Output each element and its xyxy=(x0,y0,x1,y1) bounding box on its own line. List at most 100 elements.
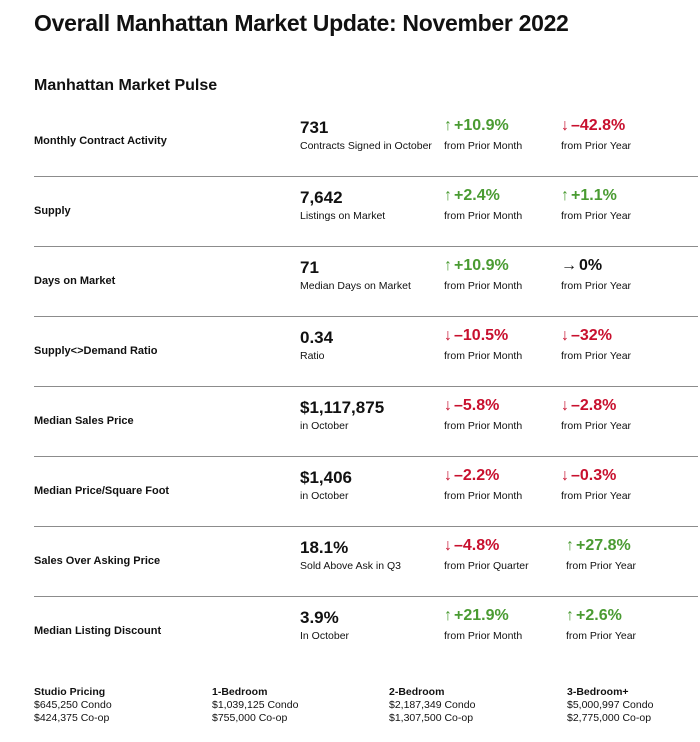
change-caption: from Prior Year xyxy=(561,350,632,362)
change-caption: from Prior Quarter xyxy=(444,560,529,572)
arrow-right-icon: → xyxy=(561,257,577,274)
pricing-2-bedroom: 2-Bedroom $2,187,349 Condo $1,307,500 Co-o… xyxy=(389,686,475,725)
metric-row-supply-demand-ratio: Supply<>Demand Ratio 0.34 Ratio ↓ –10.5% from… xyxy=(34,316,698,387)
change-percent: –5.8% xyxy=(454,397,500,414)
change-percent: –10.5% xyxy=(454,327,509,344)
metric-row-days-on-market: Days on Market 71 Median Days on Market ↑ +1… xyxy=(34,246,698,317)
coop-price: $424,375 Co-op xyxy=(34,712,110,724)
change-value: ↓ –2.2% xyxy=(444,467,499,485)
change-percent: –0.3% xyxy=(571,467,617,484)
arrow-down-icon: ↓ xyxy=(444,327,452,344)
pricing-heading: 3-Bedroom+ xyxy=(567,686,629,698)
arrow-down-icon: ↓ xyxy=(444,397,452,414)
metric-row-sales-over-asking-price: Sales Over Asking Price 18.1% Sold Above A… xyxy=(34,526,698,597)
change-percent: 0% xyxy=(579,257,603,274)
change-percent: –2.2% xyxy=(454,467,500,484)
metric-caption: in October xyxy=(300,490,349,502)
change-caption: from Prior Year xyxy=(561,280,632,292)
section-title: Manhattan Market Pulse xyxy=(34,77,218,94)
metric-caption: in October xyxy=(300,420,349,432)
change-value: ↓ –0.3% xyxy=(561,467,616,485)
change-value: ↑ +10.9% xyxy=(444,257,509,275)
metric-value: 18.1% xyxy=(300,538,349,557)
arrow-down-icon: ↓ xyxy=(561,397,569,414)
condo-price: $5,000,997 Condo xyxy=(567,699,654,711)
metric-label: Sales Over Asking Price xyxy=(34,555,161,567)
coop-price: $2,775,000 Co-op xyxy=(567,712,652,724)
arrow-up-icon: ↑ xyxy=(444,117,452,134)
metric-caption: Ratio xyxy=(300,350,325,362)
metric-label: Supply<>Demand Ratio xyxy=(34,345,158,357)
page-title: Overall Manhattan Market Update: Novembe… xyxy=(34,10,569,36)
change-percent: +2.6% xyxy=(576,607,622,624)
metric-row-monthly-contract-activity: Monthly Contract Activity 731 Contracts Si… xyxy=(34,106,698,177)
metric-label: Days on Market xyxy=(34,275,116,287)
metric-row-median-price-square-foot: Median Price/Square Foot $1,406 in October… xyxy=(34,456,698,527)
arrow-up-icon: ↑ xyxy=(566,537,574,554)
change-percent: +10.9% xyxy=(454,117,509,134)
change-percent: +21.9% xyxy=(454,607,509,624)
arrow-down-icon: ↓ xyxy=(561,117,569,134)
metric-caption: Contracts Signed in October xyxy=(300,140,432,152)
change-caption: from Prior Year xyxy=(561,140,632,152)
metric-label: Median Listing Discount xyxy=(34,625,162,637)
change-caption: from Prior Year xyxy=(566,560,637,572)
metric-row-supply: Supply 7,642 Listings on Market ↑ +2.4% from … xyxy=(34,176,698,247)
metric-row-median-sales-price: Median Sales Price $1,117,875 in October ↓ –… xyxy=(34,386,698,457)
arrow-down-icon: ↓ xyxy=(561,327,569,344)
arrow-up-icon: ↑ xyxy=(566,607,574,624)
change-value: ↓ –4.8% xyxy=(444,537,499,555)
change-value: ↑ +10.9% xyxy=(444,117,509,135)
change-percent: +10.9% xyxy=(454,257,509,274)
metric-caption: Median Days on Market xyxy=(300,280,411,292)
change-caption: from Prior Month xyxy=(444,140,523,152)
coop-price: $755,000 Co-op xyxy=(212,712,288,724)
change-caption: from Prior Year xyxy=(561,490,632,502)
arrow-down-icon: ↓ xyxy=(444,467,452,484)
pricing-3-bedroom: 3-Bedroom+ $5,000,997 Condo $2,775,000 Co-… xyxy=(567,686,653,725)
pricing-heading: 1-Bedroom xyxy=(212,686,268,698)
metric-label: Median Price/Square Foot xyxy=(34,485,170,497)
change-value: ↑ +2.4% xyxy=(444,187,500,205)
metric-value: 3.9% xyxy=(300,608,339,627)
arrow-up-icon: ↑ xyxy=(561,187,569,204)
metric-caption: In October xyxy=(300,630,350,642)
change-percent: +2.4% xyxy=(454,187,500,204)
pricing-1-bedroom: 1-Bedroom $1,039,125 Condo $755,000 Co-op xyxy=(212,686,298,725)
change-caption: from Prior Month xyxy=(444,280,523,292)
change-caption: from Prior Month xyxy=(444,210,523,222)
change-caption: from Prior Month xyxy=(444,420,523,432)
change-percent: +1.1% xyxy=(571,187,617,204)
arrow-up-icon: ↑ xyxy=(444,607,452,624)
change-value: ↑ +1.1% xyxy=(561,187,617,205)
change-value: ↑ +2.6% xyxy=(566,607,622,625)
metric-label: Supply xyxy=(34,205,71,217)
metric-label: Monthly Contract Activity xyxy=(34,135,167,147)
change-percent: –2.8% xyxy=(571,397,617,414)
change-value: ↓ –42.8% xyxy=(561,117,625,135)
change-caption: from Prior Month xyxy=(444,630,523,642)
change-caption: from Prior Year xyxy=(566,630,637,642)
metric-value: $1,406 xyxy=(300,468,352,487)
coop-price: $1,307,500 Co-op xyxy=(389,712,474,724)
change-percent: –4.8% xyxy=(454,537,500,554)
change-value: ↓ –10.5% xyxy=(444,327,508,345)
metric-caption: Sold Above Ask in Q3 xyxy=(300,560,401,572)
metric-value: 731 xyxy=(300,118,329,137)
change-caption: from Prior Year xyxy=(561,420,632,432)
change-value: ↓ –32% xyxy=(561,327,612,345)
change-value: ↑ +27.8% xyxy=(566,537,631,555)
condo-price: $2,187,349 Condo xyxy=(389,699,476,711)
change-value: ↓ –5.8% xyxy=(444,397,499,415)
metric-label: Median Sales Price xyxy=(34,415,134,427)
metric-value: 0.34 xyxy=(300,328,334,347)
pricing-studio-pricing: Studio Pricing $645,250 Condo $424,375 Co-… xyxy=(34,686,112,725)
change-caption: from Prior Month xyxy=(444,350,523,362)
condo-price: $645,250 Condo xyxy=(34,699,112,711)
arrow-down-icon: ↓ xyxy=(561,467,569,484)
change-value: → 0% xyxy=(561,257,602,275)
arrow-up-icon: ↑ xyxy=(444,187,452,204)
change-caption: from Prior Month xyxy=(444,490,523,502)
arrow-up-icon: ↑ xyxy=(444,257,452,274)
change-percent: –42.8% xyxy=(571,117,626,134)
